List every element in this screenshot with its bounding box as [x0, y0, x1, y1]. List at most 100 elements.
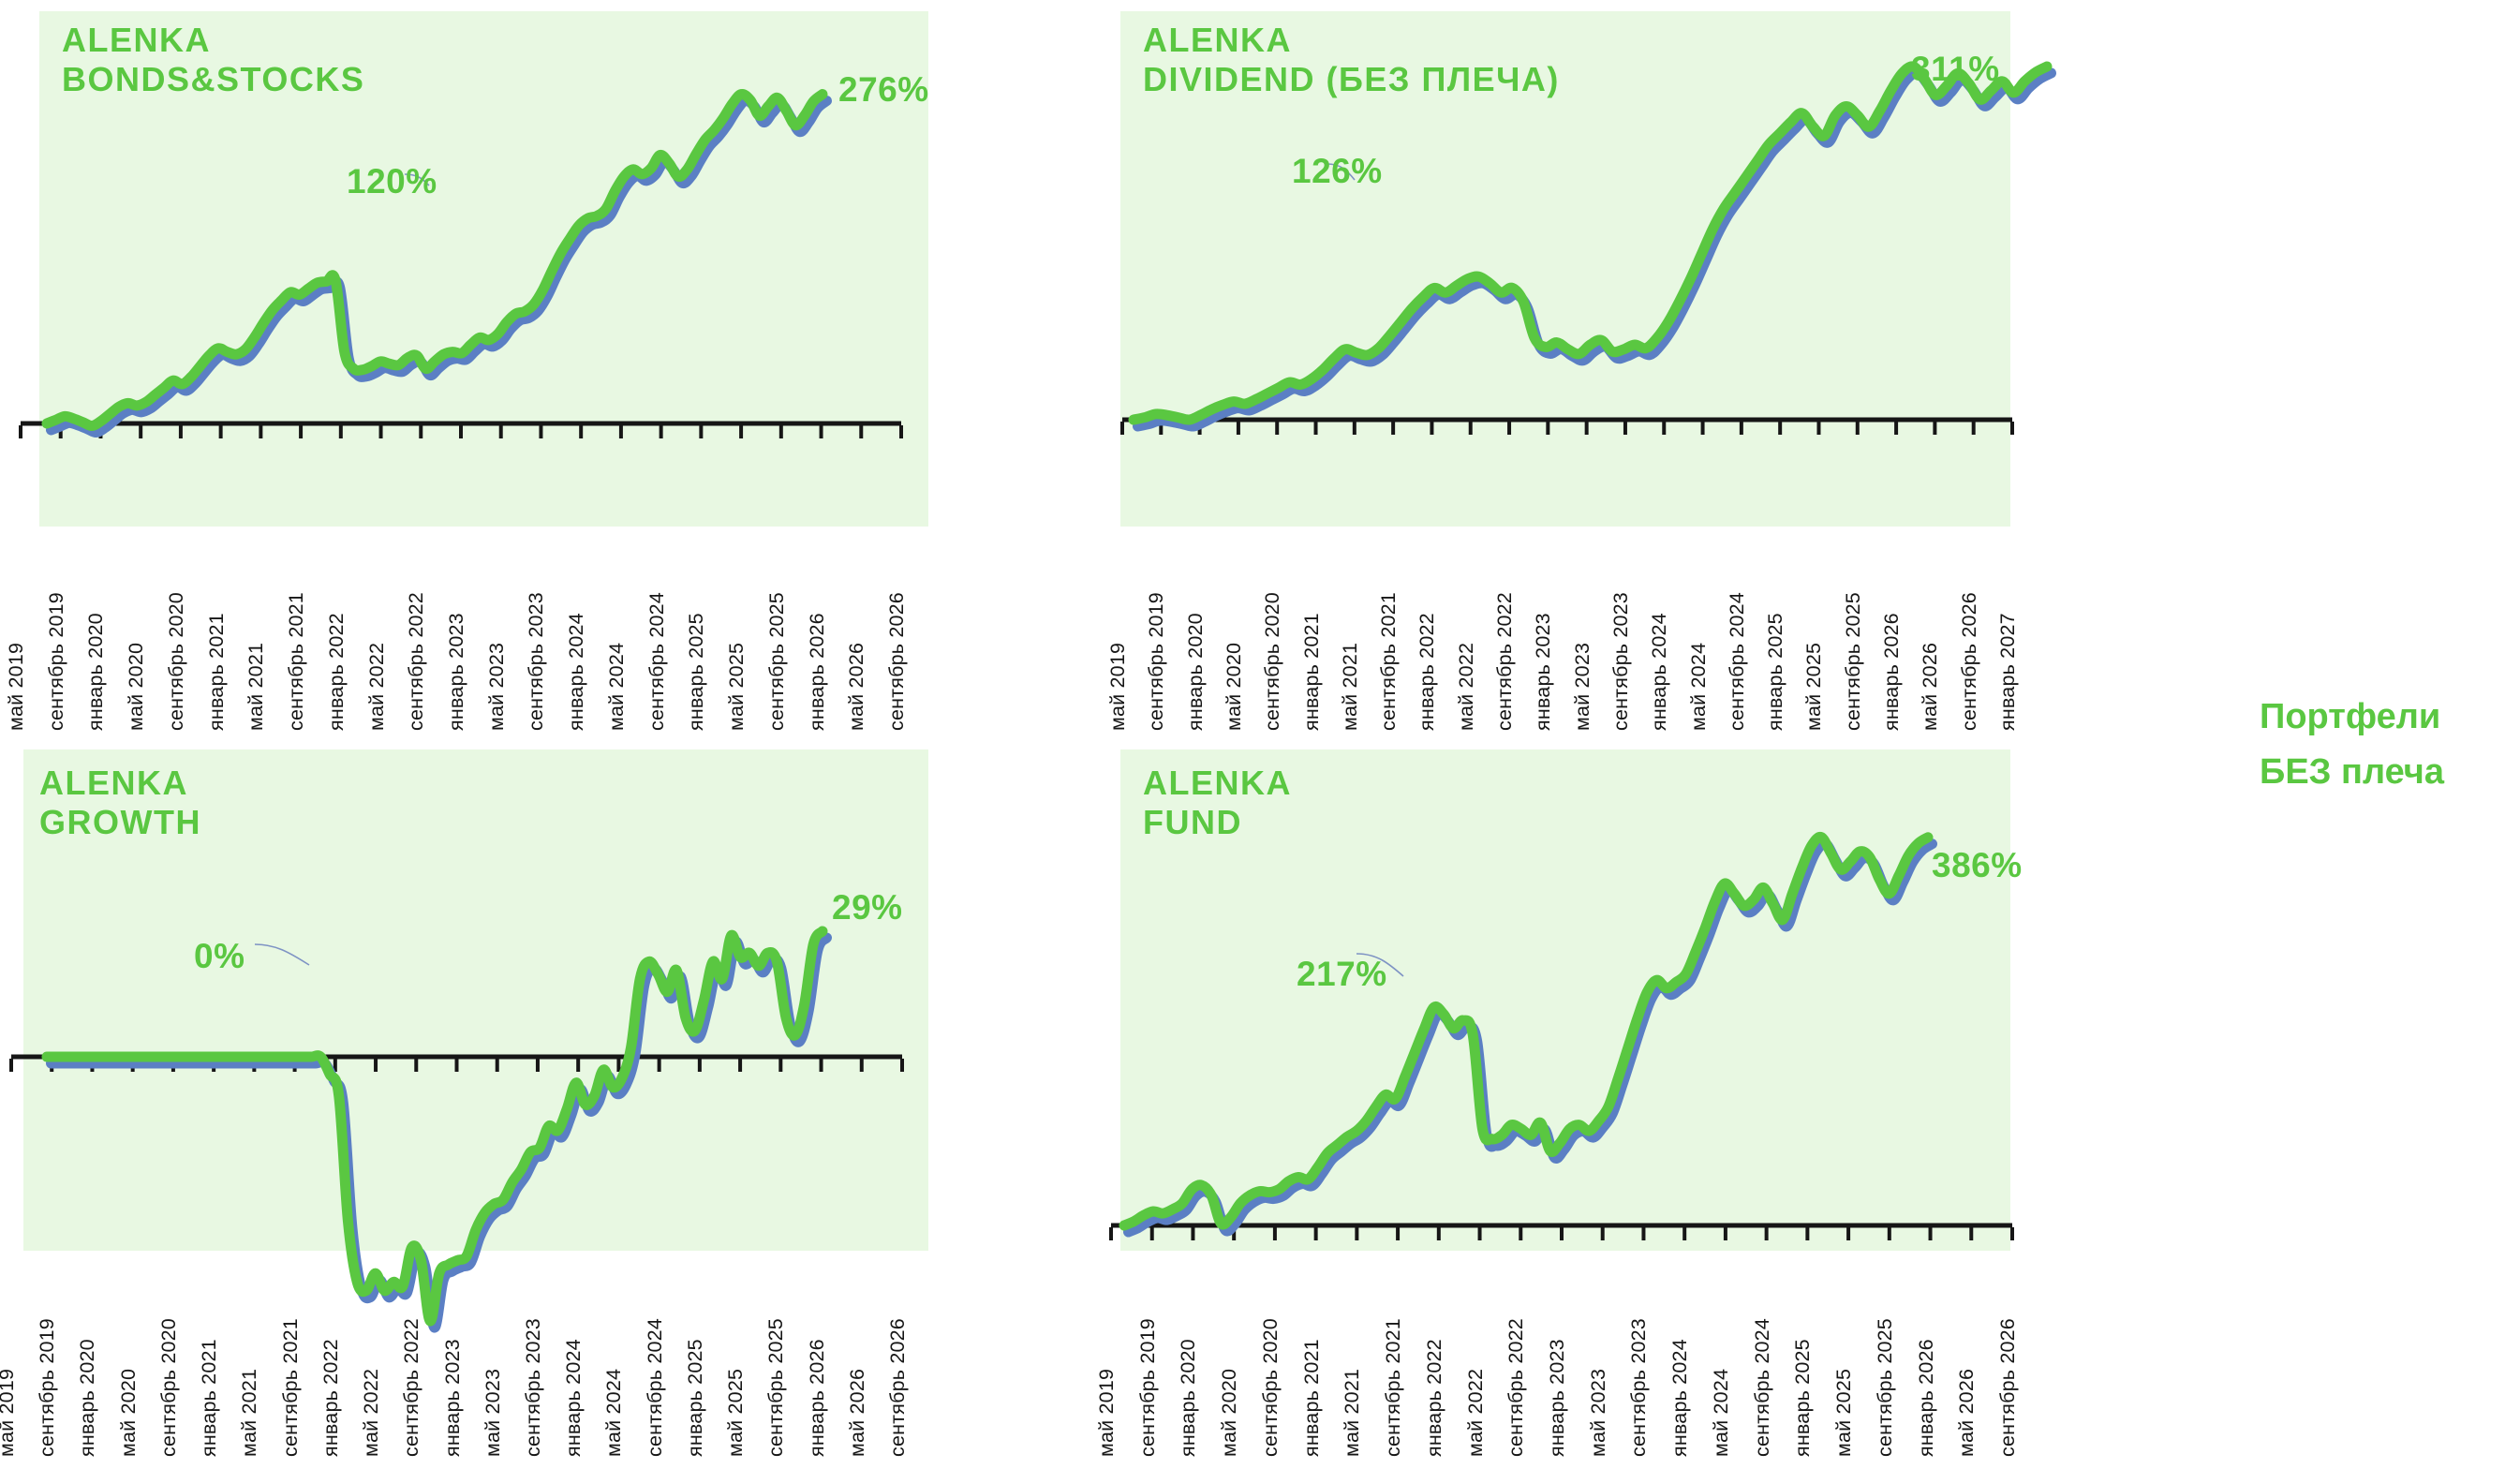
x-axis-tick-label: май 2022	[1454, 642, 1477, 731]
mid-value-label-bonds-stocks: 120%	[347, 162, 437, 200]
x-axis-tick-label: май 2019	[1095, 1368, 1118, 1457]
x-axis-labels-fund: май 2019 сентябрь 2019 январь 2020 май 2020…	[1095, 1274, 2127, 1457]
x-axis-tick-label: сентябрь 2021	[285, 592, 308, 731]
chart-title-growth: ALENKA GROWTH	[39, 764, 201, 842]
x-axis-tick-label: январь 2022	[319, 1339, 342, 1457]
x-axis-tick-label: январь 2023	[440, 1339, 464, 1457]
x-axis-tick-label: январь 2023	[1532, 613, 1555, 731]
end-value-label-fund: 386%	[1932, 846, 2023, 884]
x-axis-tick-label: сентябрь 2024	[1725, 592, 1748, 731]
x-axis-tick-label: январь 2020	[84, 613, 108, 731]
x-axis-tick-label: сентябрь 2022	[1493, 592, 1517, 731]
x-axis-tick-label: май 2021	[245, 642, 268, 731]
chart-panel-fund	[1120, 749, 2010, 1251]
chart-title-bonds-stocks: ALENKA BONDS&STOCKS	[62, 21, 365, 99]
x-axis-tick-label: январь 2021	[198, 1339, 221, 1457]
x-axis-tick-label: сентябрь 2024	[643, 1318, 666, 1457]
x-axis-tick-label: январь 2025	[683, 1339, 706, 1457]
x-axis-tick-label: май 2023	[481, 1368, 504, 1457]
x-axis-tick-label: январь 2021	[1299, 1339, 1323, 1457]
chart-plot-fund	[1109, 832, 2014, 1240]
x-axis-tick-label: сентябрь 2021	[278, 1318, 302, 1457]
x-axis-tick-label: сентябрь 2021	[1377, 592, 1401, 731]
chart-title-fund: ALENKA FUND	[1143, 764, 1292, 842]
x-axis-tick-label: май 2020	[125, 642, 148, 731]
end-value-label-bonds-stocks: 276%	[838, 70, 929, 109]
x-axis-tick-label: май 2021	[1338, 642, 1361, 731]
x-axis-tick-label: сентябрь 2022	[1505, 1318, 1528, 1457]
x-axis-tick-label: январь 2025	[685, 613, 708, 731]
x-axis-tick-label: январь 2026	[805, 613, 828, 731]
x-axis-tick-label: сентябрь 2019	[44, 592, 67, 731]
x-axis-tick-label: сентябрь 2020	[1261, 592, 1284, 731]
x-axis-tick-label: сентябрь 2024	[1750, 1318, 1773, 1457]
x-axis-tick-label: январь 2022	[1416, 613, 1439, 731]
x-axis-tick-label: май 2021	[1341, 1368, 1364, 1457]
x-axis-tick-label: январь 2023	[1546, 1339, 1568, 1457]
x-axis-tick-label: январь 2022	[324, 613, 348, 731]
x-axis-tick-label: сентябрь 2021	[1382, 1318, 1405, 1457]
x-axis-tick-label: январь 2022	[1422, 1339, 1445, 1457]
x-axis-tick-label: май 2023	[1586, 1368, 1609, 1457]
x-axis-tick-label: май 2020	[1222, 642, 1245, 731]
x-axis-tick-label: май 2026	[845, 1368, 868, 1457]
x-axis-tick-label: май 2026	[845, 642, 868, 731]
x-axis-tick-label: май 2025	[725, 642, 749, 731]
mid-value-label-growth: 0%	[194, 937, 245, 975]
x-axis-tick-label: май 2019	[0, 1368, 18, 1457]
x-axis-tick-label: сентябрь 2020	[164, 592, 187, 731]
chart-title-dividend: ALENKA DIVIDEND (БЕЗ ПЛЕЧА)	[1143, 21, 1560, 99]
x-axis-tick-label: сентябрь 2020	[156, 1318, 180, 1457]
x-axis-tick-label: январь 2024	[1648, 613, 1671, 731]
x-axis-tick-label: сентябрь 2022	[400, 1318, 423, 1457]
x-axis-tick-label: май 2024	[1686, 642, 1710, 731]
x-axis-tick-label: январь 2020	[1177, 1339, 1200, 1457]
x-axis-tick-label: сентябрь 2026	[1957, 592, 1980, 731]
x-axis-tick-label: май 2019	[1106, 642, 1129, 731]
x-axis-labels-growth: май 2019 сентябрь 2019 январь 2020 май 2020…	[0, 1274, 946, 1457]
x-axis-tick-label: сентябрь 2025	[764, 1318, 788, 1457]
x-axis-tick-label: январь 2025	[1764, 613, 1787, 731]
x-axis-tick-label: январь 2020	[76, 1339, 99, 1457]
x-axis-tick-label: сентябрь 2023	[1627, 1318, 1651, 1457]
x-axis-tick-label: сентябрь 2025	[1873, 1318, 1896, 1457]
end-value-label-dividend: 311%	[1911, 50, 2000, 88]
x-axis-tick-label: январь 2020	[1183, 613, 1207, 731]
x-axis-tick-label: май 2023	[1570, 642, 1594, 731]
x-axis-tick-label: май 2021	[238, 1368, 261, 1457]
x-axis-tick-label: май 2020	[116, 1368, 140, 1457]
x-axis-tick-label: май 2019	[5, 642, 27, 731]
x-axis-tick-label: январь 2026	[1880, 613, 1904, 731]
chart-panel-growth	[23, 749, 928, 1251]
x-axis-tick-label: май 2026	[1955, 1368, 1979, 1457]
x-axis-tick-label: январь 2021	[1299, 613, 1323, 731]
x-axis-tick-label: сентябрь 2025	[764, 592, 788, 731]
x-axis-tick-label: май 2020	[1218, 1368, 1241, 1457]
x-axis-tick-label: январь 2027	[1996, 613, 2019, 731]
x-axis-labels-dividend: май 2019 сентябрь 2019 январь 2020 май 2020…	[1105, 548, 2127, 731]
x-axis-tick-label: май 2024	[1709, 1368, 1732, 1457]
chart-plot-dividend	[1120, 61, 2056, 435]
x-axis-tick-label: май 2026	[1919, 642, 1942, 731]
x-axis-tick-label: январь 2024	[562, 1339, 586, 1457]
x-axis-tick-label: январь 2025	[1791, 1339, 1815, 1457]
chart-panel-dividend	[1120, 11, 2010, 527]
chart-plot-growth	[9, 926, 904, 1333]
x-axis-tick-label: сентябрь 2022	[405, 592, 428, 731]
chart-plot-bonds-stocks	[19, 88, 903, 438]
x-axis-tick-label: май 2022	[1463, 1368, 1487, 1457]
side-note-no-leverage: Портфели БЕЗ плеча	[2260, 697, 2444, 792]
x-axis-tick-label: май 2024	[604, 642, 628, 731]
x-axis-tick-label: сентябрь 2023	[525, 592, 548, 731]
x-axis-tick-label: январь 2024	[1668, 1339, 1692, 1457]
x-axis-tick-label: май 2022	[364, 642, 388, 731]
x-axis-tick-label: сентябрь 2020	[1258, 1318, 1282, 1457]
mid-value-label-dividend: 126%	[1292, 152, 1383, 190]
end-value-label-growth: 29%	[832, 888, 903, 927]
x-axis-tick-label: январь 2024	[565, 613, 588, 731]
x-axis-tick-label: сентябрь 2019	[1145, 592, 1168, 731]
x-axis-tick-label: май 2025	[1802, 642, 1826, 731]
x-axis-tick-label: сентябрь 2023	[1608, 592, 1632, 731]
x-axis-tick-label: май 2023	[484, 642, 508, 731]
x-axis-tick-label: сентябрь 2019	[1135, 1318, 1159, 1457]
